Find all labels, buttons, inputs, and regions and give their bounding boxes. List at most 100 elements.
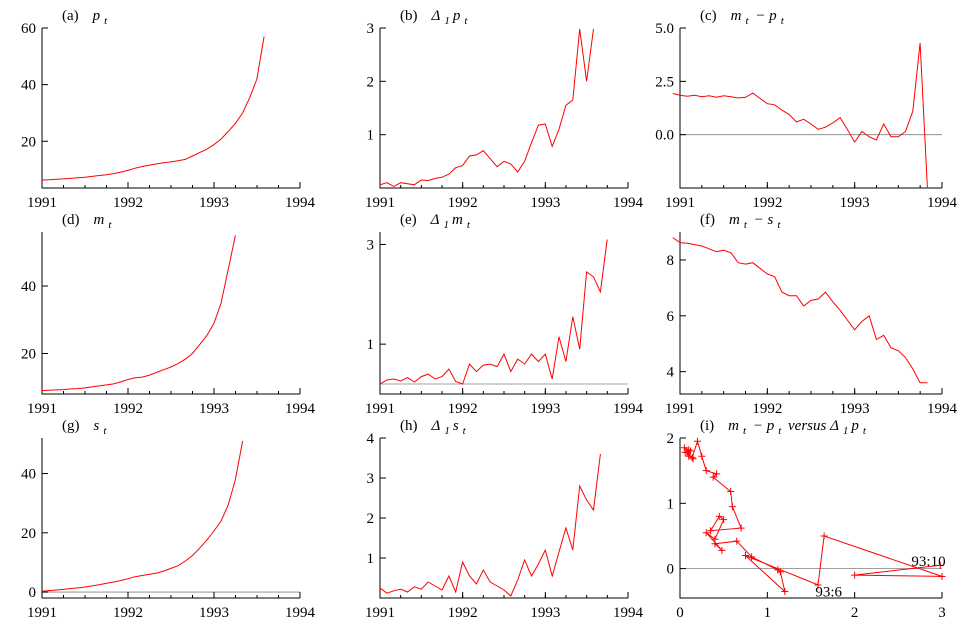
x-tick-label: 1994 [285, 195, 316, 211]
x-tick-label: 1993 [530, 605, 560, 621]
series-line [379, 29, 594, 187]
scatter-point [727, 488, 735, 496]
panel-title: (b) Δ 1 p t [400, 8, 468, 27]
x-tick-label: 1994 [613, 605, 644, 621]
axes-frame [379, 438, 628, 599]
panel-tag: (h) [400, 418, 418, 434]
scatter-point [720, 516, 728, 524]
scatter-point [702, 467, 710, 475]
scatter-point [683, 448, 691, 456]
y-tick-label: 2 [367, 511, 375, 527]
x-tick-label: 1992 [448, 195, 478, 211]
x-tick-label: 1994 [927, 401, 958, 417]
scatter-point [715, 512, 723, 520]
y-tick-label: 20 [21, 347, 36, 363]
scatter-point [820, 532, 828, 540]
y-tick-label: 0.0 [655, 128, 674, 144]
scatter-point [814, 581, 822, 589]
x-tick-label: 1991 [365, 605, 395, 621]
y-tick-label: 20 [21, 134, 36, 150]
title-subscript: t [781, 15, 785, 27]
scatter-point [685, 452, 693, 460]
scatter-point [936, 561, 944, 569]
panel-title: (h) Δ 1 s t [400, 418, 467, 437]
panel-d: (d) m t 1991 1992 1993 1994 20 40 [21, 212, 316, 417]
title-subscript: t [744, 219, 748, 231]
title-symbol: Δ [431, 8, 441, 24]
panel-tag: (i) [700, 418, 714, 434]
x-tick-label: 1992 [752, 195, 782, 211]
series-line [379, 239, 608, 385]
title-subscript: t [463, 425, 467, 437]
title-subscript: t [103, 425, 107, 437]
y-tick-label: 40 [21, 78, 36, 94]
title-subscript: 1 [444, 425, 450, 437]
title-symbol: − s [750, 212, 774, 228]
title-subscript: t [746, 15, 750, 27]
title-subscript: t [104, 15, 108, 27]
axes-frame [679, 28, 942, 189]
series-line [41, 36, 265, 181]
x-tick-label: 1991 [27, 195, 57, 211]
panel-g: (g) s t 1991 1992 1993 1994 0 20 40 [21, 418, 316, 621]
x-tick-label: 1992 [448, 401, 478, 417]
panel-title: (a) p t [62, 8, 108, 27]
x-tick-label: 1991 [665, 401, 695, 417]
series-line [41, 235, 236, 392]
panel-tag: (g) [62, 418, 80, 434]
x-tick-label: 1993 [530, 401, 560, 417]
y-tick-label: 3 [367, 237, 375, 253]
x-tick-label: 1994 [613, 195, 644, 211]
scatter-point [689, 455, 697, 463]
y-tick-label: 4 [367, 431, 375, 447]
y-tick-label: 60 [21, 21, 36, 37]
x-tick-label: 1991 [27, 401, 57, 417]
point-annotation: 93:10 [911, 554, 945, 570]
x-tick-label: 1993 [199, 605, 229, 621]
series-line [379, 453, 601, 597]
scatter-point [938, 572, 946, 580]
y-tick-label: 2.5 [655, 74, 674, 90]
x-tick-label: 1994 [613, 401, 644, 417]
y-tick-label: 5.0 [655, 21, 674, 37]
scatter-point [680, 444, 688, 452]
y-tick-label: 20 [21, 526, 36, 542]
title-symbol: − p [749, 418, 775, 434]
scatter-point [776, 568, 784, 576]
series-line [672, 42, 928, 189]
x-tick-label: 2 [851, 605, 859, 621]
x-tick-label: 1993 [840, 195, 870, 211]
scatter-point [742, 552, 749, 560]
panel-tag: (d) [62, 212, 80, 228]
x-tick-label: 1992 [752, 401, 782, 417]
y-tick-label: 3 [367, 21, 375, 37]
x-tick-label: 1992 [448, 605, 478, 621]
axes-frame [41, 438, 300, 599]
y-tick-label: 2 [367, 74, 375, 90]
title-symbol: p [92, 8, 101, 24]
title-subscript: t [777, 219, 781, 231]
scatter-point [733, 537, 741, 545]
series-line [672, 237, 928, 384]
axes-frame [379, 232, 628, 395]
panel-tag: (c) [700, 8, 717, 24]
title-subscript: t [464, 15, 468, 27]
x-tick-label: 1 [764, 605, 772, 621]
y-tick-label: 2 [667, 431, 675, 447]
title-symbol: s [94, 418, 100, 434]
title-symbol: m [452, 212, 463, 228]
title-symbol: s [453, 418, 459, 434]
scatter-point [698, 452, 706, 460]
scatter-point [748, 553, 756, 561]
scatter-point [707, 527, 715, 535]
title-symbol: m [731, 8, 742, 24]
y-tick-label: 40 [21, 467, 36, 483]
scatter-point [702, 529, 710, 537]
x-tick-label: 1992 [113, 605, 143, 621]
panel-tag: (e) [400, 212, 417, 228]
